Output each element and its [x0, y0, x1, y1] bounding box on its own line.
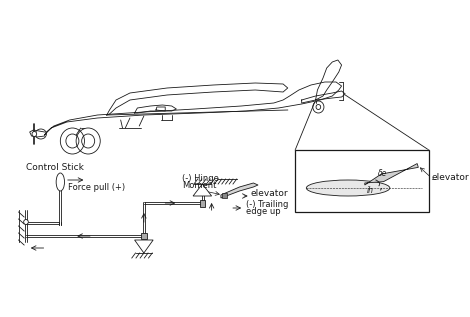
Ellipse shape — [56, 173, 64, 191]
Text: elevator: elevator — [431, 173, 469, 183]
Polygon shape — [302, 91, 345, 103]
Text: Force pull (+): Force pull (+) — [68, 183, 125, 192]
Polygon shape — [193, 184, 212, 196]
Circle shape — [24, 219, 28, 224]
Polygon shape — [295, 150, 429, 212]
Polygon shape — [134, 105, 176, 113]
Text: ih: ih — [367, 186, 374, 195]
Bar — [200, 200, 205, 207]
Ellipse shape — [306, 180, 390, 196]
Text: δe: δe — [378, 169, 387, 178]
Polygon shape — [315, 60, 342, 100]
Polygon shape — [365, 164, 418, 185]
Bar — [141, 233, 147, 239]
Polygon shape — [221, 183, 258, 198]
Polygon shape — [134, 240, 153, 253]
Text: (-) Trailing: (-) Trailing — [246, 200, 289, 209]
Text: edge up: edge up — [246, 207, 281, 216]
Bar — [222, 193, 227, 198]
Text: (-) Hinge: (-) Hinge — [182, 174, 219, 183]
Circle shape — [32, 132, 37, 137]
Text: Moment: Moment — [182, 181, 216, 190]
Text: Control Stick: Control Stick — [26, 163, 84, 172]
Polygon shape — [107, 83, 288, 115]
Text: elevator: elevator — [251, 189, 288, 198]
Polygon shape — [45, 82, 342, 135]
Bar — [295, 150, 429, 212]
